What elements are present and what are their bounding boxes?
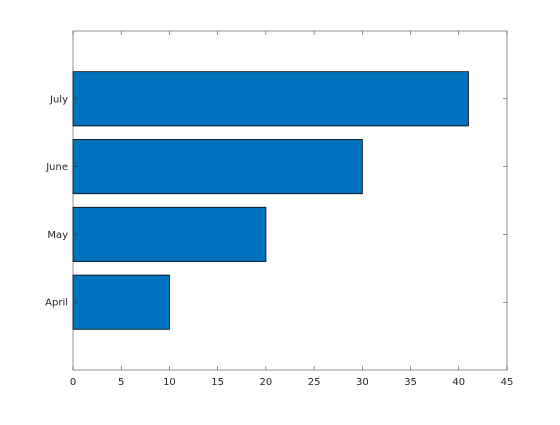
bar-april xyxy=(72,274,170,330)
x-tick-label: 0 xyxy=(70,377,76,388)
x-tick-label: 20 xyxy=(260,377,273,388)
bar-july xyxy=(72,71,469,127)
x-tick-label: 10 xyxy=(163,377,176,388)
y-tick-label: July xyxy=(49,94,68,105)
x-tick-label: 30 xyxy=(356,377,369,388)
y-axis-ticks: April May June July xyxy=(45,94,507,309)
y-tick-label: May xyxy=(47,230,68,241)
x-tick-label: 15 xyxy=(211,377,224,388)
x-axis-ticks: 0 5 10 15 20 25 30 35 40 45 xyxy=(70,31,514,388)
y-tick-label: April xyxy=(45,298,68,309)
bar-june xyxy=(72,139,363,195)
axes-box xyxy=(72,30,508,371)
y-tick-label: June xyxy=(45,162,68,173)
x-tick-label: 5 xyxy=(118,377,124,388)
bars-group xyxy=(72,71,469,330)
x-tick-label: 40 xyxy=(452,377,465,388)
x-tick-label: 45 xyxy=(501,377,514,388)
x-tick-label: 35 xyxy=(404,377,417,388)
bar-may xyxy=(72,206,267,262)
x-tick-label: 25 xyxy=(308,377,321,388)
